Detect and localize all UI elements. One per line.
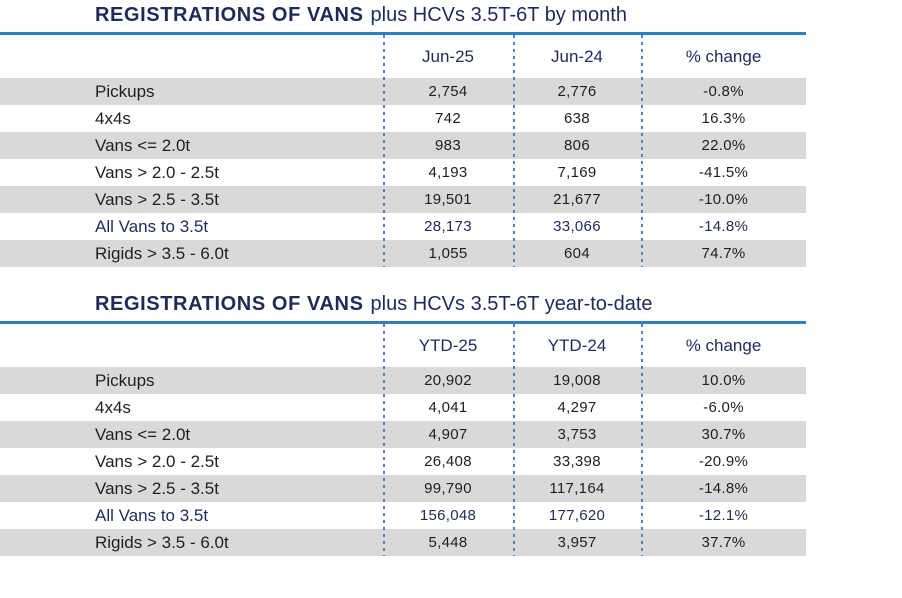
table-row-4x4s: 4x4s 4,041 4,297 -6.0% — [0, 394, 806, 421]
table-rows: Pickups 20,902 19,008 10.0% 4x4s 4,041 4… — [0, 367, 806, 556]
table-header-row: Jun-25 Jun-24 % change — [0, 35, 806, 78]
column-header-pct-change: % change — [685, 46, 762, 66]
value-pct-change: 74.7% — [701, 245, 746, 262]
table-title-monthly: REGISTRATIONS OF VANS plus HCVs 3.5T-6T b… — [95, 2, 627, 28]
table-rows: Pickups 2,754 2,776 -0.8% 4x4s 742 638 1… — [0, 78, 806, 267]
value-pct-change: -41.5% — [698, 164, 749, 181]
value-previous: 33,066 — [553, 218, 601, 235]
row-label: Pickups — [95, 81, 155, 101]
value-pct-change: 10.0% — [701, 372, 746, 389]
value-current: 5,448 — [428, 534, 468, 551]
table-row-vans-under-2t: Vans <= 2.0t 983 806 22.0% — [0, 132, 806, 159]
table-row-vans-under-2t: Vans <= 2.0t 4,907 3,753 30.7% — [0, 421, 806, 448]
value-previous: 117,164 — [549, 480, 605, 497]
value-previous: 638 — [564, 110, 590, 127]
table-row-4x4s: 4x4s 742 638 16.3% — [0, 105, 806, 132]
value-current: 26,408 — [424, 453, 472, 470]
value-pct-change: -0.8% — [703, 83, 744, 100]
value-current: 742 — [435, 110, 461, 127]
column-header-pct-change: % change — [685, 335, 762, 355]
value-previous: 7,169 — [557, 164, 597, 181]
table-row-rigids: Rigids > 3.5 - 6.0t 1,055 604 74.7% — [0, 240, 806, 267]
table-header-row: YTD-25 YTD-24 % change — [0, 324, 806, 367]
value-previous: 3,957 — [557, 534, 597, 551]
table-row-rigids: Rigids > 3.5 - 6.0t 5,448 3,957 37.7% — [0, 529, 806, 556]
value-previous: 806 — [564, 137, 590, 154]
value-previous: 19,008 — [553, 372, 601, 389]
value-current: 4,041 — [428, 399, 468, 416]
row-label: Vans <= 2.0t — [95, 424, 191, 444]
value-current: 20,902 — [424, 372, 472, 389]
column-divider-dotted — [641, 35, 643, 267]
row-label: Rigids > 3.5 - 6.0t — [95, 243, 229, 263]
row-label: Vans > 2.0 - 2.5t — [95, 162, 219, 182]
column-divider-dotted — [383, 35, 385, 267]
column-header-current: YTD-25 — [418, 335, 478, 355]
column-divider-dotted — [383, 324, 385, 556]
value-current: 99,790 — [424, 480, 472, 497]
value-pct-change: 22.0% — [701, 137, 746, 154]
table-grid: YTD-25 YTD-24 % change Pickups 20,902 19… — [0, 324, 806, 556]
row-label: 4x4s — [95, 108, 131, 128]
column-divider-dotted — [513, 324, 515, 556]
table-title-rest: plus HCVs 3.5T-6T by month — [370, 4, 627, 26]
table-grid: Jun-25 Jun-24 % change Pickups 2,754 2,7… — [0, 35, 806, 267]
value-pct-change: 16.3% — [701, 110, 746, 127]
table-row-all-vans-total: All Vans to 3.5t 156,048 177,620 -12.1% — [0, 502, 806, 529]
column-header-previous: YTD-24 — [547, 335, 607, 355]
value-pct-change: 30.7% — [701, 426, 746, 443]
value-previous: 177,620 — [548, 507, 606, 524]
row-label: Pickups — [95, 370, 155, 390]
table-title-bold: REGISTRATIONS OF VANS — [95, 293, 364, 315]
value-current: 28,173 — [424, 218, 472, 235]
table-row-vans-25-35t: Vans > 2.5 - 3.5t 19,501 21,677 -10.0% — [0, 186, 806, 213]
table-row-pickups: Pickups 2,754 2,776 -0.8% — [0, 78, 806, 105]
value-previous: 2,776 — [557, 83, 597, 100]
table-title-bold: REGISTRATIONS OF VANS — [95, 4, 364, 26]
value-current: 19,501 — [424, 191, 472, 208]
value-current: 983 — [435, 137, 461, 154]
table-row-all-vans-total: All Vans to 3.5t 28,173 33,066 -14.8% — [0, 213, 806, 240]
value-previous: 3,753 — [557, 426, 597, 443]
value-pct-change: 37.7% — [701, 534, 746, 551]
table-row-vans-2-25t: Vans > 2.0 - 2.5t 26,408 33,398 -20.9% — [0, 448, 806, 475]
table-row-vans-25-35t: Vans > 2.5 - 3.5t 99,790 117,164 -14.8% — [0, 475, 806, 502]
column-divider-dotted — [641, 324, 643, 556]
row-label: Vans > 2.5 - 3.5t — [95, 189, 219, 209]
value-pct-change: -14.8% — [698, 218, 749, 235]
value-pct-change: -10.0% — [698, 191, 749, 208]
value-current: 2,754 — [428, 83, 468, 100]
value-pct-change: -20.9% — [698, 453, 749, 470]
column-divider-dotted — [513, 35, 515, 267]
column-header-current: Jun-25 — [422, 46, 474, 66]
row-label: Vans > 2.0 - 2.5t — [95, 451, 219, 471]
table-row-vans-2-25t: Vans > 2.0 - 2.5t 4,193 7,169 -41.5% — [0, 159, 806, 186]
row-label: Vans <= 2.0t — [95, 135, 191, 155]
header-rule — [0, 32, 806, 35]
value-previous: 33,398 — [553, 453, 601, 470]
value-previous: 604 — [564, 245, 590, 262]
row-label: 4x4s — [95, 397, 131, 417]
column-header-previous: Jun-24 — [551, 46, 603, 66]
value-current: 4,193 — [428, 164, 468, 181]
row-label: All Vans to 3.5t — [95, 216, 209, 236]
value-pct-change: -6.0% — [703, 399, 744, 416]
value-current: 1,055 — [428, 245, 468, 262]
value-previous: 4,297 — [557, 399, 597, 416]
row-label: All Vans to 3.5t — [95, 505, 209, 525]
header-rule — [0, 321, 806, 324]
value-pct-change: -12.1% — [698, 507, 749, 524]
value-previous: 21,677 — [553, 191, 601, 208]
row-label: Rigids > 3.5 - 6.0t — [95, 532, 229, 552]
row-label: Vans > 2.5 - 3.5t — [95, 478, 219, 498]
value-current: 4,907 — [428, 426, 468, 443]
table-title-rest: plus HCVs 3.5T-6T year-to-date — [370, 293, 653, 315]
value-pct-change: -14.8% — [698, 480, 749, 497]
table-row-pickups: Pickups 20,902 19,008 10.0% — [0, 367, 806, 394]
value-current: 156,048 — [419, 507, 477, 524]
table-title-ytd: REGISTRATIONS OF VANS plus HCVs 3.5T-6T y… — [95, 291, 653, 317]
